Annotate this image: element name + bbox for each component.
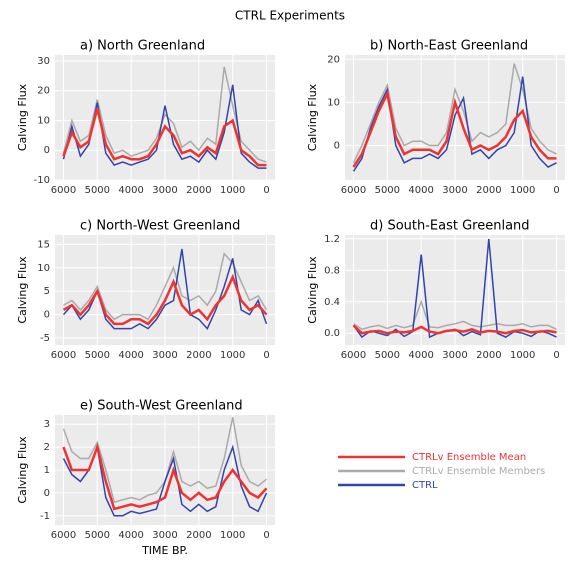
x-tick-label: 0 [553,185,559,196]
x-tick-label: 5000 [85,185,110,196]
x-tick-label: 5000 [85,530,110,541]
panel-title: c) North-West Greenland [80,219,240,234]
y-tick-label: -10 [34,175,50,186]
x-tick-label: 3000 [152,185,177,196]
series-line [352,89,557,168]
x-tick-label: 0 [553,350,559,361]
panel-title: e) South-West Greenland [80,399,243,414]
x-tick-label: 0 [263,530,269,541]
series-line [62,108,267,167]
series-line [352,76,557,172]
y-tick-label: 1.2 [324,234,340,245]
y-axis-label: Calving Flux [16,436,29,504]
legend-label: CTRLv Ensemble Mean [412,452,526,463]
x-tick-label: 1000 [220,350,245,361]
y-tick-label: -1 [40,511,50,522]
legend-label: CTRL [412,480,438,491]
x-axis-label: TIME BP. [141,544,188,557]
x-tick-label: 3000 [152,350,177,361]
x-tick-label: 1000 [220,185,245,196]
y-tick-label: 1 [44,465,50,476]
panel-title: b) North-East Greenland [370,39,528,54]
y-tick-label: 10 [37,115,50,126]
x-tick-label: 4000 [408,350,433,361]
series-line [62,84,267,169]
x-tick-label: 5000 [375,185,400,196]
x-tick-label: 0 [263,185,269,196]
y-tick-label: 0 [44,488,50,499]
series-line [353,299,557,331]
x-tick-label: 6000 [341,185,366,196]
x-tick-label: 6000 [51,185,76,196]
figure-title: CTRL Experiments [235,9,345,23]
x-tick-label: 1000 [220,530,245,541]
x-tick-label: 2000 [476,185,501,196]
x-tick-label: 2000 [186,530,211,541]
y-tick-label: 10 [37,263,50,274]
y-tick-label: 30 [37,56,50,67]
series-line [62,66,267,163]
y-tick-label: 0 [334,141,340,152]
panel-title: d) South-East Greenland [370,219,530,234]
y-tick-label: 10 [327,97,340,108]
y-axis-label: Calving Flux [306,83,319,151]
x-tick-label: 6000 [341,350,366,361]
series-line [352,63,557,164]
x-tick-label: 1000 [510,350,535,361]
y-tick-label: 5 [44,286,50,297]
y-tick-label: 20 [327,54,340,65]
x-tick-label: 4000 [118,530,143,541]
y-tick-label: 15 [37,239,50,250]
x-tick-label: 3000 [442,350,467,361]
x-tick-label: 2000 [186,350,211,361]
x-tick-label: 3000 [442,185,467,196]
panel-title: a) North Greenland [80,39,205,54]
y-tick-label: 2 [44,442,50,453]
x-tick-label: 6000 [51,530,76,541]
y-tick-label: 3 [44,419,50,430]
x-tick-label: 2000 [476,350,501,361]
y-tick-label: 0.0 [324,328,340,339]
x-tick-label: 0 [263,350,269,361]
x-tick-label: 3000 [152,530,177,541]
series-line [352,324,557,335]
y-tick-label: 0.8 [324,265,340,276]
y-axis-label: Calving Flux [16,256,29,324]
y-tick-label: 0 [44,310,50,321]
x-tick-label: 4000 [408,185,433,196]
x-tick-label: 4000 [118,185,143,196]
x-tick-label: 2000 [186,185,211,196]
y-tick-label: 0.4 [324,297,340,308]
series-line [63,252,268,321]
legend-label: CTRLv Ensemble Members [412,466,545,477]
y-tick-label: 0 [44,145,50,156]
series-line [62,442,268,511]
x-tick-label: 4000 [118,350,143,361]
y-tick-label: -5 [40,333,50,344]
x-tick-label: 6000 [51,350,76,361]
y-tick-label: 20 [37,86,50,97]
x-tick-label: 5000 [85,350,110,361]
x-tick-label: 5000 [375,350,400,361]
y-axis-label: Calving Flux [16,83,29,151]
x-tick-label: 1000 [510,185,535,196]
y-axis-label: Calving Flux [306,256,319,324]
series-line [62,273,268,326]
